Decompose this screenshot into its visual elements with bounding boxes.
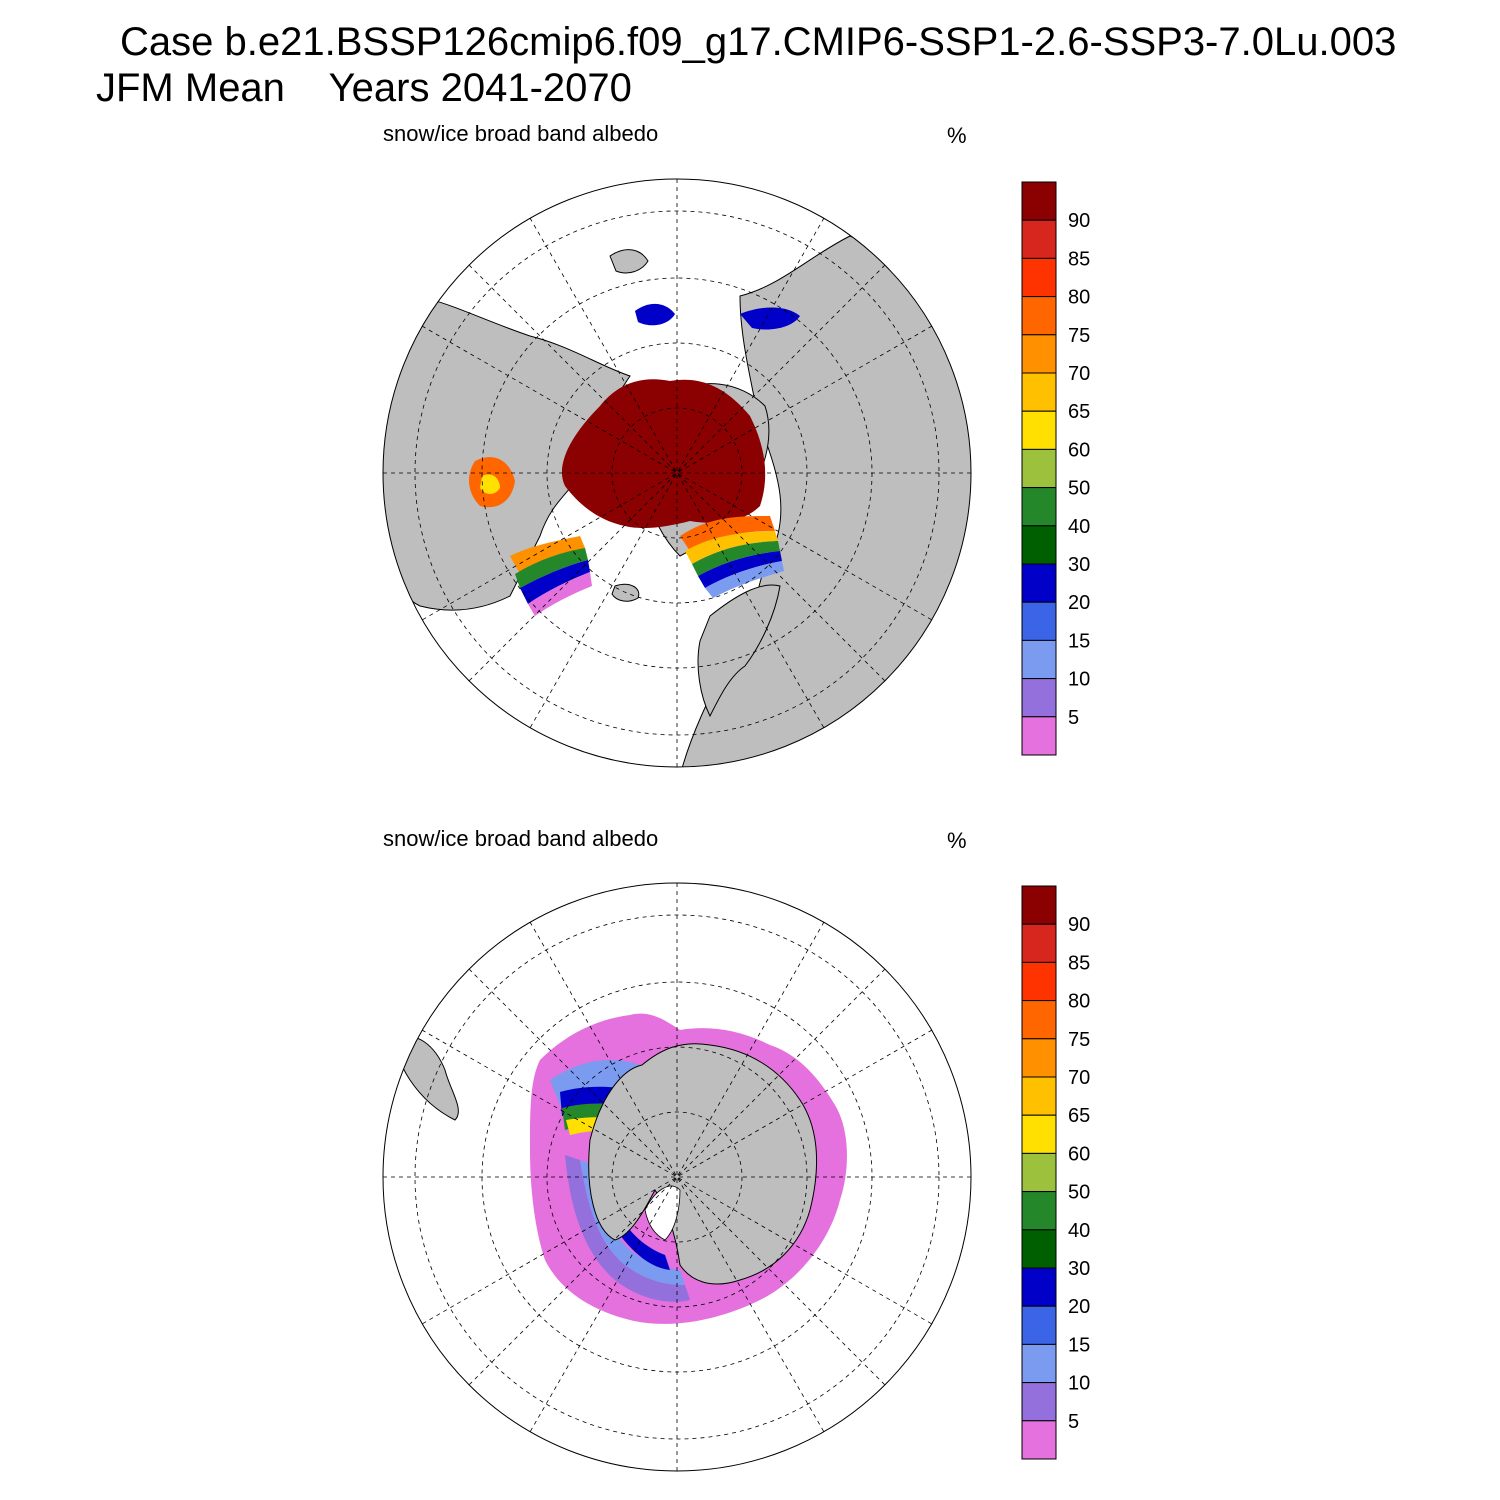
colorbar-tick-label: 65 (1068, 1105, 1090, 1127)
ross-band-purple (565, 1155, 690, 1302)
colorbar-swatch (1021, 181, 1057, 221)
colorbar-swatch (1021, 257, 1057, 298)
labrador-band-4 (528, 572, 592, 616)
colorbar-tick-label: 40 (1068, 1220, 1090, 1242)
colorbar-tick-label: 5 (1068, 1411, 1079, 1433)
colorbar-tick-label: 50 (1068, 478, 1090, 500)
colorbar-swatch (1021, 1000, 1057, 1040)
bering-ice (635, 303, 675, 326)
colorbar-tick-label: 70 (1068, 1067, 1090, 1089)
colorbar-tick-label: 75 (1068, 1029, 1090, 1051)
colorbar-swatch (1021, 1420, 1057, 1460)
ross-ice-shelf (644, 1185, 681, 1241)
colorbar-swatch (1021, 885, 1057, 925)
colorbar-tick-label: 15 (1068, 630, 1090, 652)
panel-2-title: snow/ice broad band albedo (383, 826, 659, 851)
colorbar-swatch (1021, 410, 1057, 450)
colorbar-tick-label: 20 (1068, 1296, 1090, 1318)
colorbar-swatch (1021, 716, 1057, 756)
colorbar-swatch (1021, 601, 1057, 641)
colorbar-swatch (1021, 923, 1057, 963)
colorbar-swatch (1021, 961, 1057, 1002)
colorbar-swatch (1021, 1343, 1057, 1384)
colorbar-swatch (1021, 525, 1057, 565)
labrador-band-1 (510, 536, 585, 574)
graticule (383, 179, 971, 767)
labrador-band-3 (520, 560, 590, 604)
ross-band-blue (620, 1230, 670, 1270)
colorbar-swatch (1021, 639, 1057, 680)
ice-edge-band-2 (685, 531, 778, 564)
colorbar-tick-label: 75 (1068, 325, 1090, 347)
colorbar-swatch (1021, 1076, 1057, 1116)
colorbar-tick-label: 50 (1068, 1182, 1090, 1204)
colorbar-tick-label: 5 (1068, 707, 1079, 729)
colorbar-tick-label: 80 (1068, 287, 1090, 309)
colorbar-tick-label: 80 (1068, 991, 1090, 1013)
land-masses (383, 235, 971, 767)
colorbar-tick-label: 90 (1068, 914, 1090, 936)
labrador-band-2 (515, 548, 588, 588)
colorbar-tick-label: 85 (1068, 952, 1090, 974)
graticule (383, 883, 971, 1471)
colorbar-2: 90 85 80 75 70 65 60 50 40 30 20 15 10 5 (1021, 885, 1090, 1460)
colorbar-swatch (1021, 1267, 1057, 1307)
map-border (382, 178, 972, 768)
colorbar-tick-label: 65 (1068, 401, 1090, 423)
map-border (382, 882, 972, 1472)
colorbar-tick-label: 20 (1068, 592, 1090, 614)
okhotsk-ice (740, 307, 800, 330)
colorbar-swatch (1021, 219, 1057, 259)
ice-edge-band-4 (698, 551, 782, 588)
sea-ice-hudson-core (480, 474, 500, 494)
colorbar-swatch (1021, 563, 1057, 603)
sea-ice-central-arctic (561, 379, 766, 529)
colorbar-tick-label: 85 (1068, 248, 1090, 270)
colorbar-swatch (1021, 296, 1057, 336)
panel-2-unit: % (947, 828, 967, 853)
ice-edge-band-5 (705, 561, 784, 598)
colorbar-swatch (1021, 487, 1057, 527)
colorbar-swatch (1021, 1229, 1057, 1269)
colorbar-swatch (1021, 1152, 1057, 1193)
ice-edge-band-3 (692, 541, 780, 576)
colorbar-swatch (1021, 1191, 1057, 1231)
colorbar-tick-label: 10 (1068, 1373, 1090, 1395)
colorbar-tick-label: 40 (1068, 516, 1090, 538)
season-years-title: JFM Mean Years 2041-2070 (96, 66, 632, 110)
colorbar-swatch (1021, 1382, 1057, 1422)
colorbar-swatch (1021, 1038, 1057, 1078)
colorbar-swatch (1021, 372, 1057, 412)
colorbar-tick-label: 30 (1068, 554, 1090, 576)
colorbar-tick-label: 10 (1068, 669, 1090, 691)
colorbar-tick-label: 90 (1068, 210, 1090, 232)
arctic-polar-map (382, 178, 972, 768)
case-title: Case b.e21.BSSP126cmip6.f09_g17.CMIP6-SS… (120, 20, 1397, 64)
colorbar-swatch (1021, 448, 1057, 489)
colorbar-tick-label: 30 (1068, 1258, 1090, 1280)
panel-1-unit: % (947, 123, 967, 148)
colorbar-1: 90 85 80 75 70 65 60 50 40 30 20 15 10 5 (1021, 181, 1090, 756)
colorbar-swatch (1021, 1114, 1057, 1154)
colorbar-tick-label: 70 (1068, 363, 1090, 385)
colorbar-tick-label: 15 (1068, 1334, 1090, 1356)
antarctica-continent (588, 1043, 817, 1285)
colorbar-swatch (1021, 678, 1057, 718)
colorbar-tick-label: 60 (1068, 439, 1090, 461)
colorbar-tick-label: 60 (1068, 1143, 1090, 1165)
panel-1-title: snow/ice broad band albedo (383, 121, 659, 146)
colorbar-swatch (1021, 334, 1057, 374)
colorbar-swatch (1021, 1305, 1057, 1345)
antarctic-polar-map (382, 882, 972, 1472)
